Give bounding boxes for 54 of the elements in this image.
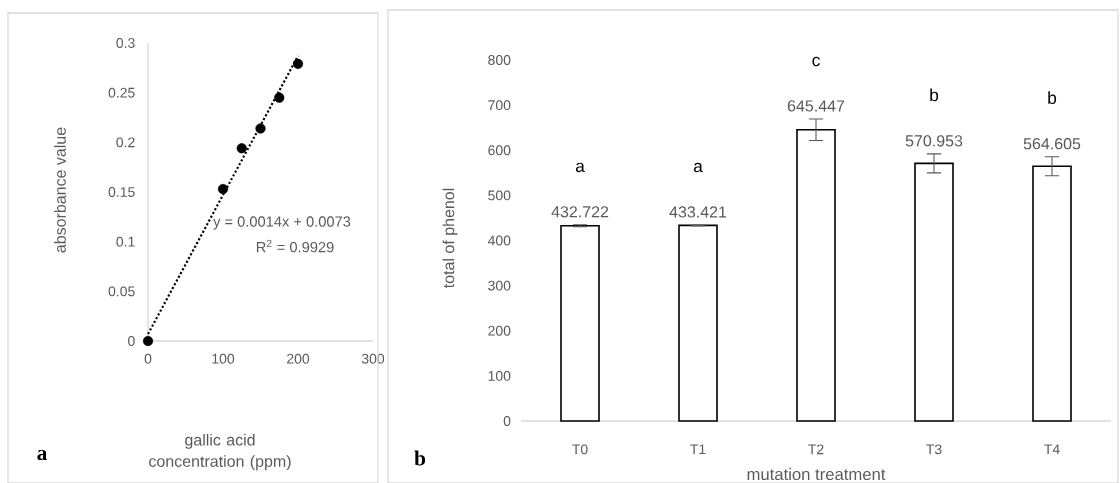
y-tick-label: 0.05 bbox=[108, 286, 135, 297]
y-tick-label: 0.1 bbox=[116, 236, 135, 247]
y-tick-label: 700 bbox=[488, 100, 511, 111]
x-tick-label: 0 bbox=[144, 353, 152, 364]
y-tick-label: 600 bbox=[488, 145, 511, 156]
annotation: c bbox=[812, 56, 820, 67]
bar bbox=[1032, 165, 1072, 422]
y-tick-label: 0.2 bbox=[116, 137, 135, 148]
x-tick-label: T0 bbox=[572, 444, 588, 455]
x-tick-label: T4 bbox=[1044, 444, 1060, 455]
annotation: y = 0.0014x + 0.0073 bbox=[213, 216, 351, 230]
data-label: 564.605 bbox=[1023, 138, 1081, 150]
y-tick-label: 0 bbox=[503, 416, 511, 426]
point bbox=[217, 183, 229, 195]
y-tick-label: 0.25 bbox=[108, 87, 135, 98]
annotation: b bbox=[1048, 91, 1057, 105]
text: a bbox=[37, 449, 48, 461]
y-tick-label: 0.3 bbox=[116, 38, 135, 48]
bar bbox=[678, 224, 718, 422]
point bbox=[236, 143, 247, 154]
annotation: b bbox=[930, 88, 939, 102]
y-axis-title: total of phenol bbox=[442, 188, 458, 289]
point bbox=[274, 92, 285, 103]
data-label: 433.421 bbox=[669, 206, 727, 218]
x-tick-label: T1 bbox=[690, 444, 706, 455]
data-label: 570.953 bbox=[905, 135, 963, 147]
data-label: 645.447 bbox=[787, 100, 845, 112]
y-tick-label: 0.15 bbox=[108, 187, 135, 197]
x-tick-label: T2 bbox=[808, 444, 824, 455]
point bbox=[142, 335, 154, 347]
bar bbox=[914, 162, 954, 422]
x-axis-title: gallic acid concentration (ppm) bbox=[149, 433, 291, 471]
text: b bbox=[414, 450, 426, 466]
y-tick-label: 100 bbox=[488, 370, 511, 381]
y-tick-label: 200 bbox=[488, 325, 511, 336]
annotation: a bbox=[693, 162, 703, 173]
point bbox=[255, 123, 266, 134]
bar bbox=[796, 128, 836, 422]
x-tick-label: 200 bbox=[287, 353, 310, 364]
bar bbox=[560, 224, 600, 422]
x-tick-label: T3 bbox=[926, 444, 942, 455]
annotation: a bbox=[575, 162, 585, 173]
y-tick-label: 400 bbox=[487, 235, 511, 246]
x-tick-label: 100 bbox=[212, 353, 235, 364]
y-tick-label: 500 bbox=[488, 190, 511, 201]
annotation: R$^{2}$ = 0.9929 bbox=[256, 239, 334, 253]
x-axis-title: mutation treatment bbox=[747, 467, 886, 481]
y-tick-label: 0 bbox=[128, 336, 135, 346]
data-label: 432.722 bbox=[551, 206, 609, 218]
y-tick-label: 300 bbox=[488, 280, 511, 291]
y-axis-title: absorbance value bbox=[54, 127, 66, 253]
x-tick-label: 300 bbox=[361, 353, 385, 364]
point bbox=[292, 58, 304, 69]
y-tick-label: 800 bbox=[488, 55, 511, 65]
